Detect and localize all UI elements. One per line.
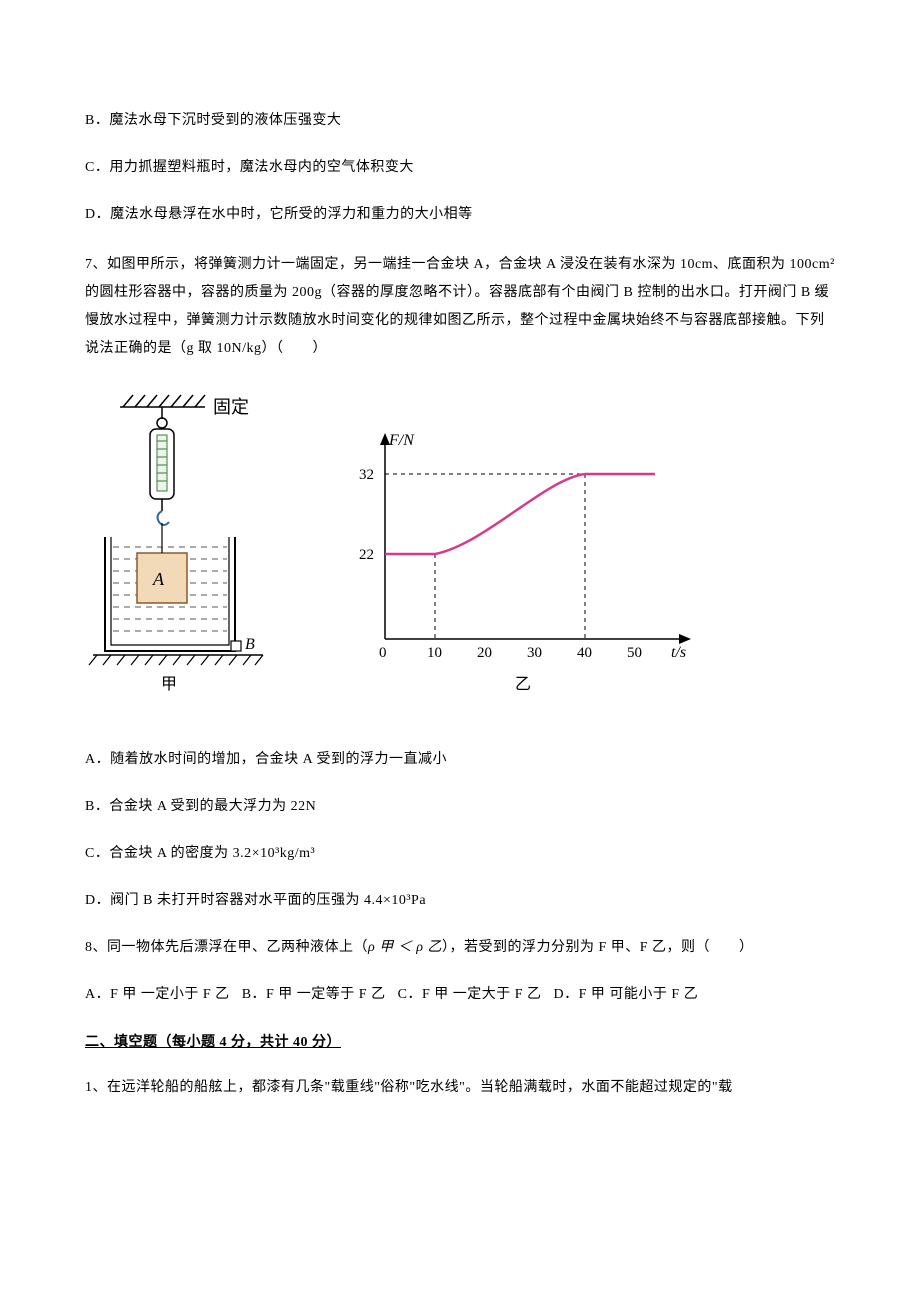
xtick-40: 40 [577,645,592,661]
xtick-20: 20 [477,645,492,661]
q8-option-c: C．F 甲 一定大于 F 乙 [398,987,542,1002]
spring-scale-icon [150,407,174,547]
jia-label: 甲 [161,676,177,693]
ytick-22: 22 [359,547,374,563]
q7-stem: 7、如图甲所示，将弹簧测力计一端固定，另一端挂一合金块 A，合金块 A 浸没在装… [85,251,835,363]
xtick-0: 0 [379,645,387,661]
section2-q1: 1、在远洋轮船的船舷上，都漆有几条"载重线"俗称"吃水线"。当轮船满载时，水面不… [85,1077,835,1098]
fixed-label: 固定 [213,397,249,417]
curve-icon [385,474,655,554]
q7-option-b: B．合金块 A 受到的最大浮力为 22N [85,796,835,817]
valve-b-label: B [245,636,255,653]
y-axis-label: F/N [388,432,415,449]
q7-option-c: C．合金块 A 的密度为 3.2×10³kg/m³ [85,843,835,864]
q8-option-b: B．F 甲 一定等于 F 乙 [242,987,386,1002]
x-axis-label: t/s [671,644,686,661]
yi-label: 乙 [515,676,531,693]
q7-option-a: A．随着放水时间的增加，合金块 A 受到的浮力一直减小 [85,749,835,770]
container-icon: A B [89,537,263,665]
ceiling-hatch-icon [120,395,205,407]
graph-yi: F/N 22 32 0 10 20 30 40 50 [359,432,691,693]
q8-stem-post: ），若受到的浮力分别为 F 甲、F 乙，则（ ） [442,940,754,955]
ytick-32: 32 [359,467,374,483]
q8-stem-mid: ρ 甲 ＜ ρ 乙 [368,940,442,955]
q6-option-c: C．用力抓握塑料瓶时，魔法水母内的空气体积变大 [85,157,835,178]
q8-options: A．F 甲 一定小于 F 乙 B．F 甲 一定等于 F 乙 C．F 甲 一定大于… [85,984,835,1005]
q8-option-d: D．F 甲 可能小于 F 乙 [554,987,699,1002]
valve-b-icon [231,641,241,651]
q7-option-d: D．阀门 B 未打开时容器对水平面的压强为 4.4×10³Pa [85,890,835,911]
xtick-50: 50 [627,645,642,661]
xtick-10: 10 [427,645,442,661]
xtick-30: 30 [527,645,542,661]
q6-option-b: B．魔法水母下沉时受到的液体压强变大 [85,110,835,131]
section2-title: 二、填空题（每小题 4 分，共计 40 分） [85,1031,835,1051]
q6-option-d: D．魔法水母悬浮在水中时，它所受的浮力和重力的大小相等 [85,204,835,225]
q8-stem: 8、同一物体先后漂浮在甲、乙两种液体上（ρ 甲 ＜ ρ 乙），若受到的浮力分别为… [85,937,835,958]
q8-stem-pre: 8、同一物体先后漂浮在甲、乙两种液体上（ [85,940,368,955]
q8-option-a: A．F 甲 一定小于 F 乙 [85,987,230,1002]
q7-figure: 固定 [85,389,835,709]
block-a-label: A [152,569,165,589]
